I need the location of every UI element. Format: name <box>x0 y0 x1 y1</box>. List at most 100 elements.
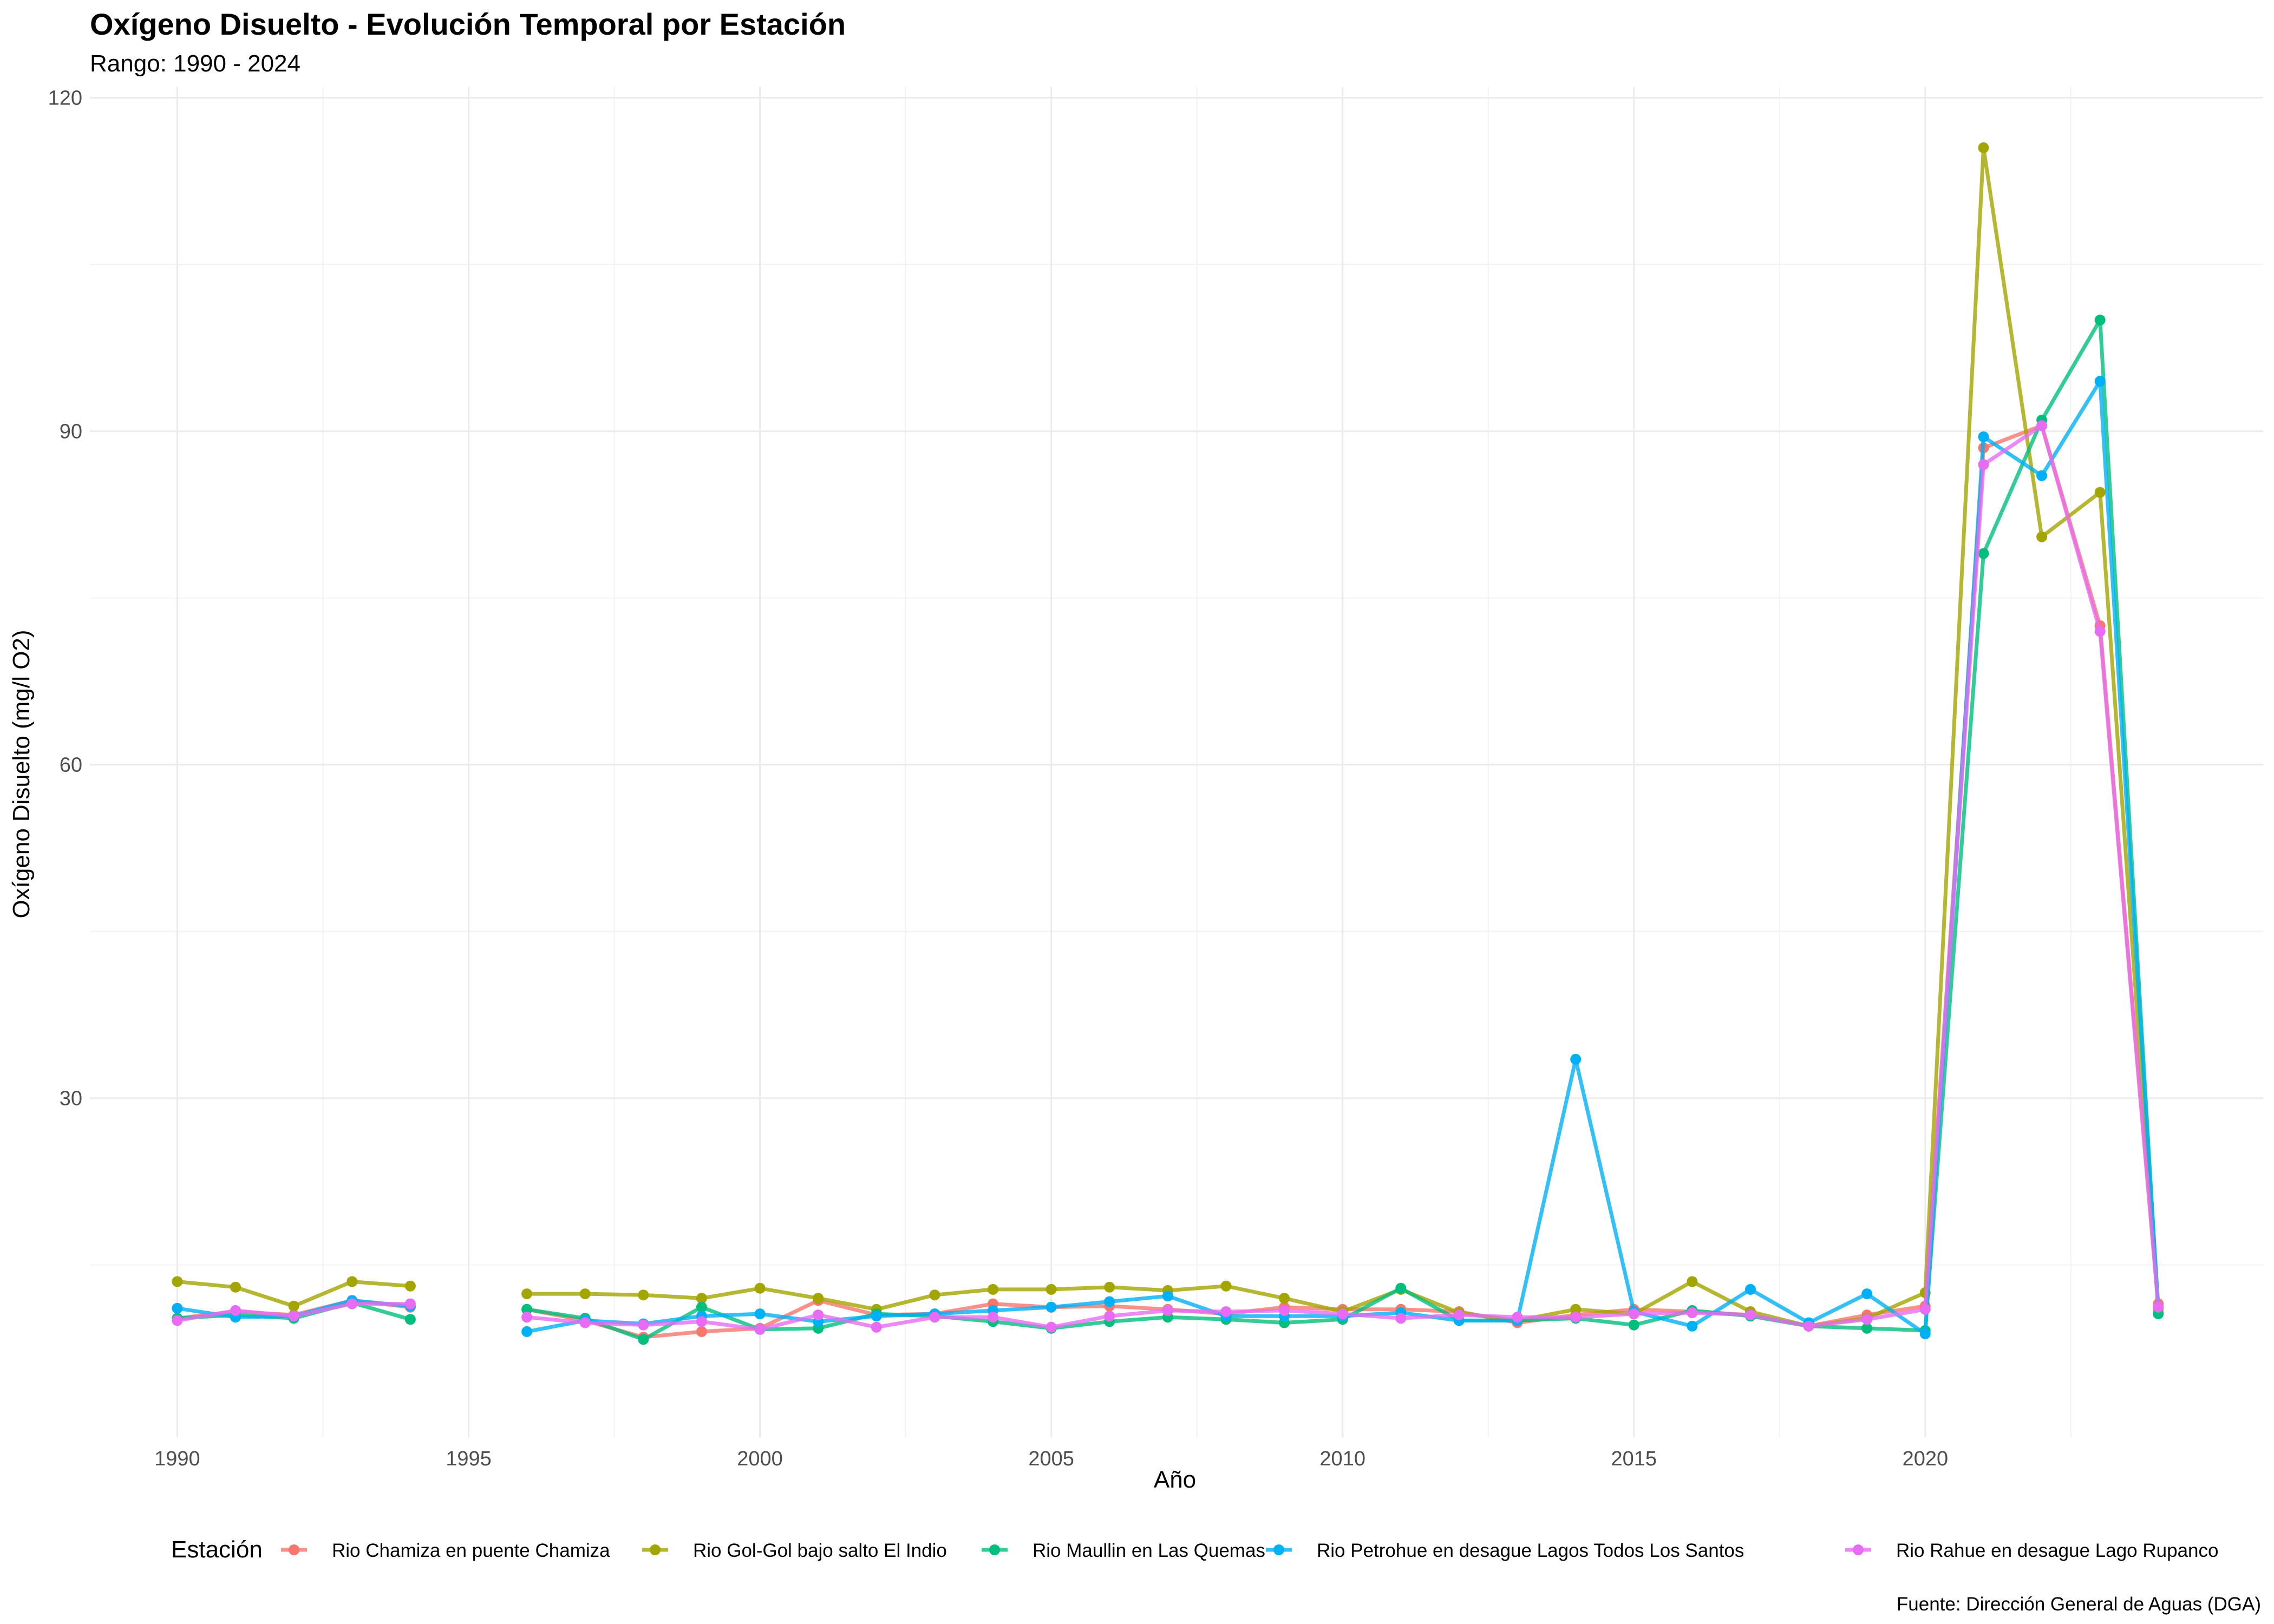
x-tick-label: 2000 <box>737 1448 783 1470</box>
major-gridlines <box>90 87 2263 1437</box>
legend-key-point <box>1273 1544 1284 1555</box>
data-point <box>1045 1321 1057 1333</box>
data-point <box>404 1298 416 1309</box>
legend-item: Rio Petrohue en desague Lagos Todos Los … <box>1266 1540 1744 1561</box>
data-point <box>754 1308 766 1320</box>
legend-key-point <box>989 1544 1000 1555</box>
data-point <box>1279 1293 1290 1304</box>
data-point <box>1220 1280 1232 1292</box>
data-point <box>754 1282 766 1294</box>
chart-subtitle: Rango: 1990 - 2024 <box>90 50 300 77</box>
y-tick-label: 60 <box>60 754 82 777</box>
data-point <box>230 1305 241 1316</box>
y-tick-label: 120 <box>48 87 82 110</box>
x-tick-label: 2010 <box>1319 1448 1365 1470</box>
legend-key-point <box>1853 1544 1864 1555</box>
data-point <box>288 1300 299 1312</box>
series-layer <box>172 142 2164 1345</box>
data-point <box>579 1288 591 1300</box>
data-point <box>2094 487 2106 498</box>
data-point <box>813 1309 824 1321</box>
data-point <box>1220 1306 1232 1317</box>
data-point <box>813 1293 824 1304</box>
data-point <box>1861 1322 1873 1334</box>
data-point <box>404 1280 416 1292</box>
data-point <box>696 1326 707 1337</box>
data-point <box>1687 1307 1698 1318</box>
data-point <box>1919 1328 1931 1339</box>
series-4 <box>172 376 2164 1339</box>
data-point <box>871 1311 882 1322</box>
x-tick-label: 1990 <box>154 1448 200 1470</box>
data-point <box>1861 1314 1873 1325</box>
data-point <box>521 1312 533 1323</box>
legend-label: Rio Gol-Gol bajo salto El Indio <box>693 1540 947 1561</box>
data-point <box>1045 1284 1057 1295</box>
data-point <box>2094 315 2106 326</box>
data-point <box>521 1326 533 1337</box>
data-point <box>288 1311 299 1322</box>
legend-label: Rio Chamiza en puente Chamiza <box>332 1540 610 1561</box>
data-point <box>2036 420 2048 431</box>
data-point <box>696 1316 707 1327</box>
x-tick-label: 2005 <box>1028 1448 1074 1470</box>
data-point <box>2036 470 2048 481</box>
data-point <box>2153 1301 2164 1313</box>
x-tick-label: 1995 <box>446 1448 492 1470</box>
data-point <box>1978 459 1989 470</box>
data-point <box>1919 1304 1931 1315</box>
data-point <box>1104 1311 1115 1322</box>
data-point <box>638 1319 649 1331</box>
y-tick-label: 30 <box>60 1088 82 1110</box>
data-point <box>1279 1305 1290 1316</box>
x-axis-label: Año <box>1154 1466 1196 1493</box>
data-point <box>1104 1296 1115 1307</box>
data-point <box>230 1281 241 1293</box>
data-point <box>1162 1305 1173 1316</box>
series-2 <box>172 142 2164 1332</box>
data-point <box>988 1284 998 1295</box>
series-1 <box>172 420 2164 1343</box>
data-point <box>929 1312 940 1323</box>
data-point <box>1570 1304 1582 1315</box>
legend-item: Rio Rahue en desague Lago Rupanco <box>1845 1540 2218 1561</box>
data-point <box>1687 1276 1698 1287</box>
minor-gridlines <box>90 87 2263 1437</box>
legend-key-point <box>650 1544 661 1555</box>
legend-label: Rio Petrohue en desague Lagos Todos Los … <box>1317 1540 1744 1561</box>
series-5 <box>172 420 2164 1335</box>
data-point <box>579 1317 591 1328</box>
data-point <box>1687 1320 1698 1332</box>
legend-key-point <box>289 1544 299 1555</box>
data-point <box>2094 626 2106 637</box>
data-point <box>638 1289 649 1301</box>
y-tick-label: 90 <box>60 421 82 443</box>
data-point <box>1978 431 1989 442</box>
data-point <box>1162 1291 1173 1302</box>
legend-item: Rio Maullin en Las Quemas <box>982 1540 1265 1561</box>
data-point <box>1628 1319 1639 1331</box>
data-point <box>1978 142 1989 153</box>
x-tick-label: 2020 <box>1903 1448 1949 1470</box>
data-point <box>1453 1309 1465 1321</box>
legend-label: Rio Rahue en desague Lago Rupanco <box>1896 1540 2218 1561</box>
chart-caption: Fuente: Dirección General de Aguas (DGA) <box>1897 1594 2261 1615</box>
y-axis-label: Oxígeno Disuelto (mg/l O2) <box>8 630 35 918</box>
data-point <box>172 1276 183 1287</box>
data-point <box>929 1289 940 1301</box>
data-point <box>1395 1282 1407 1294</box>
x-axis-ticks: 1990 1995 2000 2005 2010 2015 2020 <box>154 1448 1948 1470</box>
data-point <box>1104 1281 1115 1293</box>
x-tick-label: 2015 <box>1611 1448 1657 1470</box>
data-point <box>1512 1312 1523 1323</box>
chart-title: Oxígeno Disuelto - Evolución Temporal po… <box>90 7 846 41</box>
data-point <box>347 1298 358 1309</box>
data-point <box>696 1293 707 1304</box>
data-point <box>2036 531 2048 542</box>
legend-item: Rio Chamiza en puente Chamiza <box>281 1540 610 1561</box>
data-point <box>1745 1309 1756 1321</box>
data-point <box>1337 1308 1348 1320</box>
data-point <box>754 1324 766 1335</box>
legend-item: Rio Gol-Gol bajo salto El Indio <box>642 1540 947 1561</box>
